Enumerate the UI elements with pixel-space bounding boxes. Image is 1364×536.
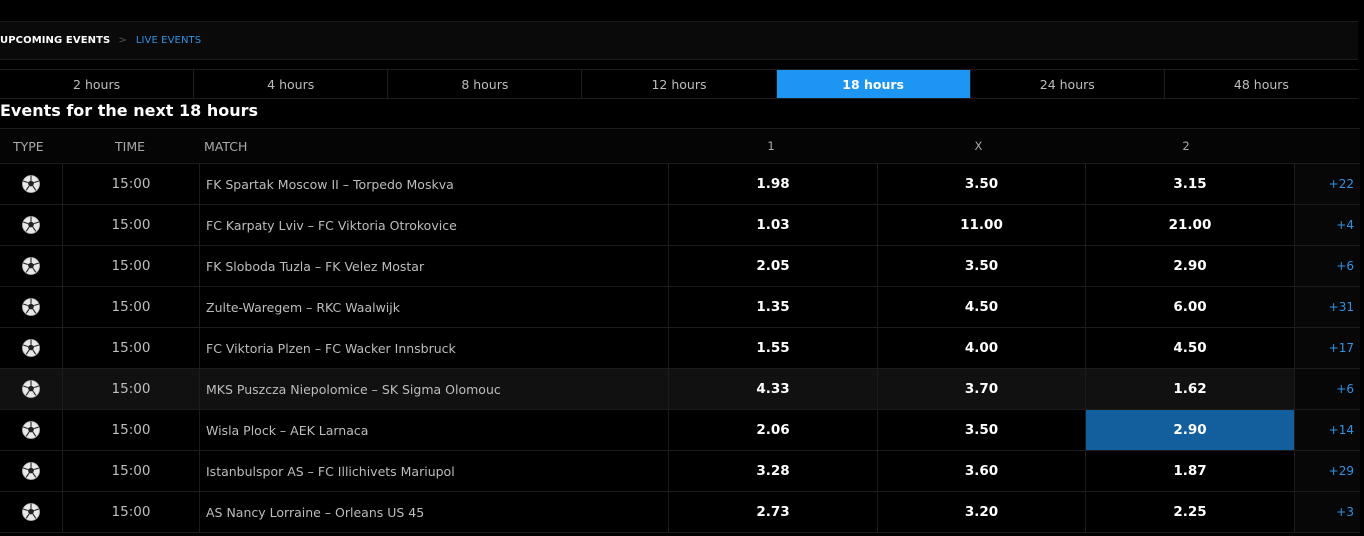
table-row[interactable]: 15:00 AS Nancy Lorraine – Orleans US 45 2.… [0, 492, 1360, 533]
more-markets-link[interactable]: +6 [1295, 246, 1360, 286]
column-header-draw: X [974, 139, 983, 153]
more-markets-link[interactable]: +6 [1295, 369, 1360, 409]
table-row[interactable]: 15:00 FC Karpaty Lviv – FC Viktoria Otrok… [0, 205, 1360, 246]
odds-draw-button[interactable]: 3.50 [878, 410, 1086, 450]
odds-away-button[interactable]: 3.15 [1086, 164, 1295, 204]
tab-8-hours[interactable]: 8 hours [388, 70, 583, 98]
odds-home-button[interactable]: 4.33 [669, 369, 878, 409]
soccer-ball-icon [0, 328, 63, 368]
odds-home-button[interactable]: 1.55 [669, 328, 878, 368]
tab-48-hours[interactable]: 48 hours [1233, 76, 1289, 92]
table-row[interactable]: 15:00 FK Spartak Moscow II – Torpedo Mosk… [0, 164, 1360, 205]
soccer-ball-icon [0, 205, 63, 245]
odds-draw-button[interactable]: 4.50 [878, 287, 1086, 327]
odds-away-button[interactable]: 1.87 [1086, 451, 1295, 491]
match-name[interactable]: MKS Puszcza Niepolomice – SK Sigma Olomo… [200, 369, 669, 409]
breadcrumb-current: UPCOMING EVENTS [0, 35, 111, 46]
column-header-away: 2 [1182, 139, 1190, 153]
match-name[interactable]: Wisla Plock – AEK Larnaca [200, 410, 669, 450]
event-time: 15:00 [63, 164, 200, 204]
table-body: 15:00 FK Spartak Moscow II – Torpedo Mosk… [0, 164, 1360, 533]
odds-draw-button[interactable]: 3.70 [878, 369, 1086, 409]
soccer-ball-icon [0, 492, 63, 532]
table-row[interactable]: 15:00 Zulte-Waregem – RKC Waalwijk 1.35 4.5… [0, 287, 1360, 328]
match-name[interactable]: AS Nancy Lorraine – Orleans US 45 [200, 492, 669, 532]
odds-home-button[interactable]: 2.73 [669, 492, 878, 532]
soccer-ball-icon [0, 410, 63, 450]
odds-home-button[interactable]: 1.35 [669, 287, 878, 327]
odds-away-button[interactable]: 2.90 [1086, 410, 1295, 450]
column-header-match: MATCH [204, 138, 248, 154]
match-name[interactable]: FK Spartak Moscow II – Torpedo Moskva [200, 164, 669, 204]
table-row[interactable]: 15:00 FC Viktoria Plzen – FC Wacker Innsb… [0, 328, 1360, 369]
table-header: TYPE TIME MATCH 1 X 2 [0, 128, 1360, 164]
soccer-ball-icon [0, 369, 63, 409]
tab-18-hours[interactable]: 18 hours [776, 70, 971, 98]
odds-away-button[interactable]: 6.00 [1086, 287, 1295, 327]
column-header-type: TYPE [13, 138, 44, 154]
odds-away-button[interactable]: 21.00 [1086, 205, 1295, 245]
soccer-ball-icon [0, 287, 63, 327]
event-time: 15:00 [63, 369, 200, 409]
odds-draw-button[interactable]: 4.00 [878, 328, 1086, 368]
odds-draw-button[interactable]: 11.00 [878, 205, 1086, 245]
breadcrumb-separator-icon: > [118, 35, 127, 46]
odds-home-button[interactable]: 3.28 [669, 451, 878, 491]
more-markets-link[interactable]: +29 [1295, 451, 1360, 491]
event-time: 15:00 [63, 287, 200, 327]
table-row[interactable]: 15:00 MKS Puszcza Niepolomice – SK Sigma … [0, 369, 1360, 410]
event-time: 15:00 [63, 492, 200, 532]
tab-24-hours[interactable]: 24 hours [971, 70, 1165, 98]
odds-away-button[interactable]: 1.62 [1086, 369, 1295, 409]
tab-4-hours[interactable]: 4 hours [194, 70, 389, 98]
match-name[interactable]: FC Viktoria Plzen – FC Wacker Innsbruck [200, 328, 669, 368]
soccer-ball-icon [0, 451, 63, 491]
table-row[interactable]: 15:00 FK Sloboda Tuzla – FK Velez Mostar 2… [0, 246, 1360, 287]
soccer-ball-icon [0, 246, 63, 286]
odds-away-button[interactable]: 2.90 [1086, 246, 1295, 286]
table-row[interactable]: 15:00 Istanbulspor AS – FC Illichivets Ma… [0, 451, 1360, 492]
top-bar [0, 0, 1364, 20]
more-markets-link[interactable]: +31 [1295, 287, 1360, 327]
odds-home-button[interactable]: 1.98 [669, 164, 878, 204]
match-name[interactable]: Zulte-Waregem – RKC Waalwijk [200, 287, 669, 327]
odds-draw-button[interactable]: 3.50 [878, 164, 1086, 204]
section-title: Events for the next 18 hours [0, 101, 259, 120]
tab-12-hours[interactable]: 12 hours [582, 70, 777, 98]
event-time: 15:00 [63, 205, 200, 245]
match-name[interactable]: Istanbulspor AS – FC Illichivets Mariupo… [200, 451, 669, 491]
more-markets-link[interactable]: +22 [1295, 164, 1360, 204]
odds-home-button[interactable]: 2.06 [669, 410, 878, 450]
odds-away-button[interactable]: 2.25 [1086, 492, 1295, 532]
tab-2-hours[interactable]: 2 hours [0, 70, 195, 98]
column-header-home: 1 [767, 139, 775, 153]
time-range-tabs: 2 hours 4 hours 8 hours 12 hours 18 hour… [0, 69, 1358, 99]
column-header-time: TIME [115, 138, 146, 154]
more-markets-link[interactable]: +14 [1295, 410, 1360, 450]
odds-draw-button[interactable]: 3.20 [878, 492, 1086, 532]
breadcrumb-live-events-link[interactable]: LIVE EVENTS [135, 35, 202, 46]
match-name[interactable]: FK Sloboda Tuzla – FK Velez Mostar [200, 246, 669, 286]
events-table: TYPE TIME MATCH 1 X 2 15:00 FK Spartak Mo… [0, 128, 1360, 533]
more-markets-link[interactable]: +17 [1295, 328, 1360, 368]
breadcrumb: UPCOMING EVENTS > LIVE EVENTS [0, 21, 1358, 60]
odds-home-button[interactable]: 2.05 [669, 246, 878, 286]
more-markets-link[interactable]: +4 [1295, 205, 1360, 245]
odds-away-button[interactable]: 4.50 [1086, 328, 1295, 368]
table-row[interactable]: 15:00 Wisla Plock – AEK Larnaca 2.06 3.50 2.… [0, 410, 1360, 451]
event-time: 15:00 [63, 451, 200, 491]
odds-draw-button[interactable]: 3.60 [878, 451, 1086, 491]
event-time: 15:00 [63, 410, 200, 450]
odds-draw-button[interactable]: 3.50 [878, 246, 1086, 286]
soccer-ball-icon [0, 164, 63, 204]
event-time: 15:00 [63, 328, 200, 368]
match-name[interactable]: FC Karpaty Lviv – FC Viktoria Otrokovice [200, 205, 669, 245]
event-time: 15:00 [63, 246, 200, 286]
more-markets-link[interactable]: +3 [1295, 492, 1360, 532]
odds-home-button[interactable]: 1.03 [669, 205, 878, 245]
